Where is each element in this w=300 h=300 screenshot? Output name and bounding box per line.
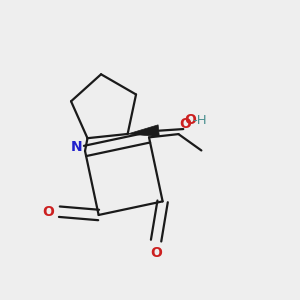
- Text: O: O: [179, 117, 191, 131]
- Text: -H: -H: [192, 114, 207, 128]
- Text: O: O: [150, 245, 162, 260]
- Text: O: O: [43, 205, 55, 219]
- Text: O: O: [184, 113, 196, 128]
- Text: N: N: [71, 140, 82, 154]
- Polygon shape: [128, 125, 159, 136]
